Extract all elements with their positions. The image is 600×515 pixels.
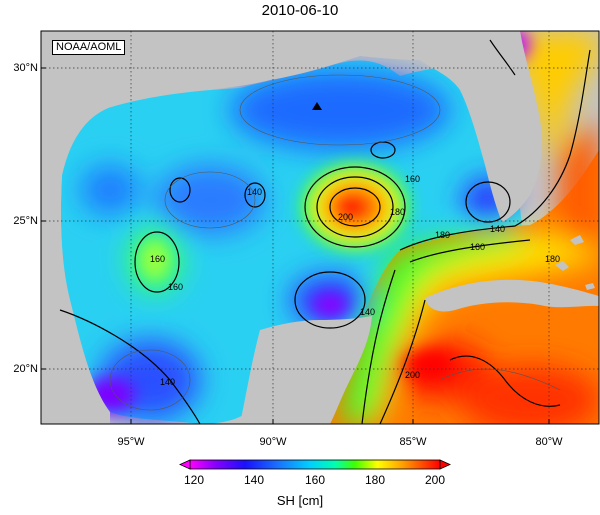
lon-label: 95°W — [117, 436, 145, 448]
contour-label: 160 — [405, 174, 420, 184]
contour-label-group: 140 140 160 160 160 180 180 200 140 160 … — [150, 174, 560, 387]
contour-label: 180 — [435, 230, 450, 240]
contour-label: 180 — [390, 207, 405, 217]
grid-lines — [41, 31, 599, 424]
florida — [420, 31, 542, 222]
credit-label: NOAA/AOML — [52, 40, 126, 55]
colorbar — [179, 459, 451, 470]
colorbar-tick: 120 — [183, 473, 205, 487]
colorbar-tick: 180 — [364, 473, 386, 487]
map-frame — [40, 30, 600, 425]
colorbar-title: SH [cm] — [276, 493, 324, 508]
colorbar-tick: 200 — [424, 473, 446, 487]
tick-marks — [41, 67, 550, 424]
lat-label: 25°N — [13, 215, 38, 227]
contour-label: 160 — [150, 254, 165, 264]
contour-label: 200 — [338, 212, 353, 222]
lon-label: 80°W — [535, 436, 563, 448]
contour-label: 140 — [160, 377, 175, 387]
lon-label: 90°W — [259, 436, 287, 448]
location-marker — [312, 102, 322, 110]
cuba — [425, 279, 599, 312]
colorbar-tick: 160 — [304, 473, 326, 487]
contour-label: 200 — [405, 370, 420, 380]
lat-label: 20°N — [13, 363, 38, 375]
contour-label: 140 — [360, 307, 375, 317]
lon-label: 85°W — [399, 436, 427, 448]
contour-label: 140 — [247, 187, 262, 197]
contour-label: 180 — [545, 254, 560, 264]
contour-label: 160 — [168, 282, 183, 292]
colorbar-tick: 140 — [243, 473, 265, 487]
gulf-water — [60, 60, 522, 424]
lat-label: 30°N — [13, 62, 38, 74]
contour-label: 160 — [470, 242, 485, 252]
contour-label: 140 — [490, 224, 505, 234]
map-title: 2010-06-10 — [261, 2, 339, 19]
contour-lines — [59, 39, 591, 424]
